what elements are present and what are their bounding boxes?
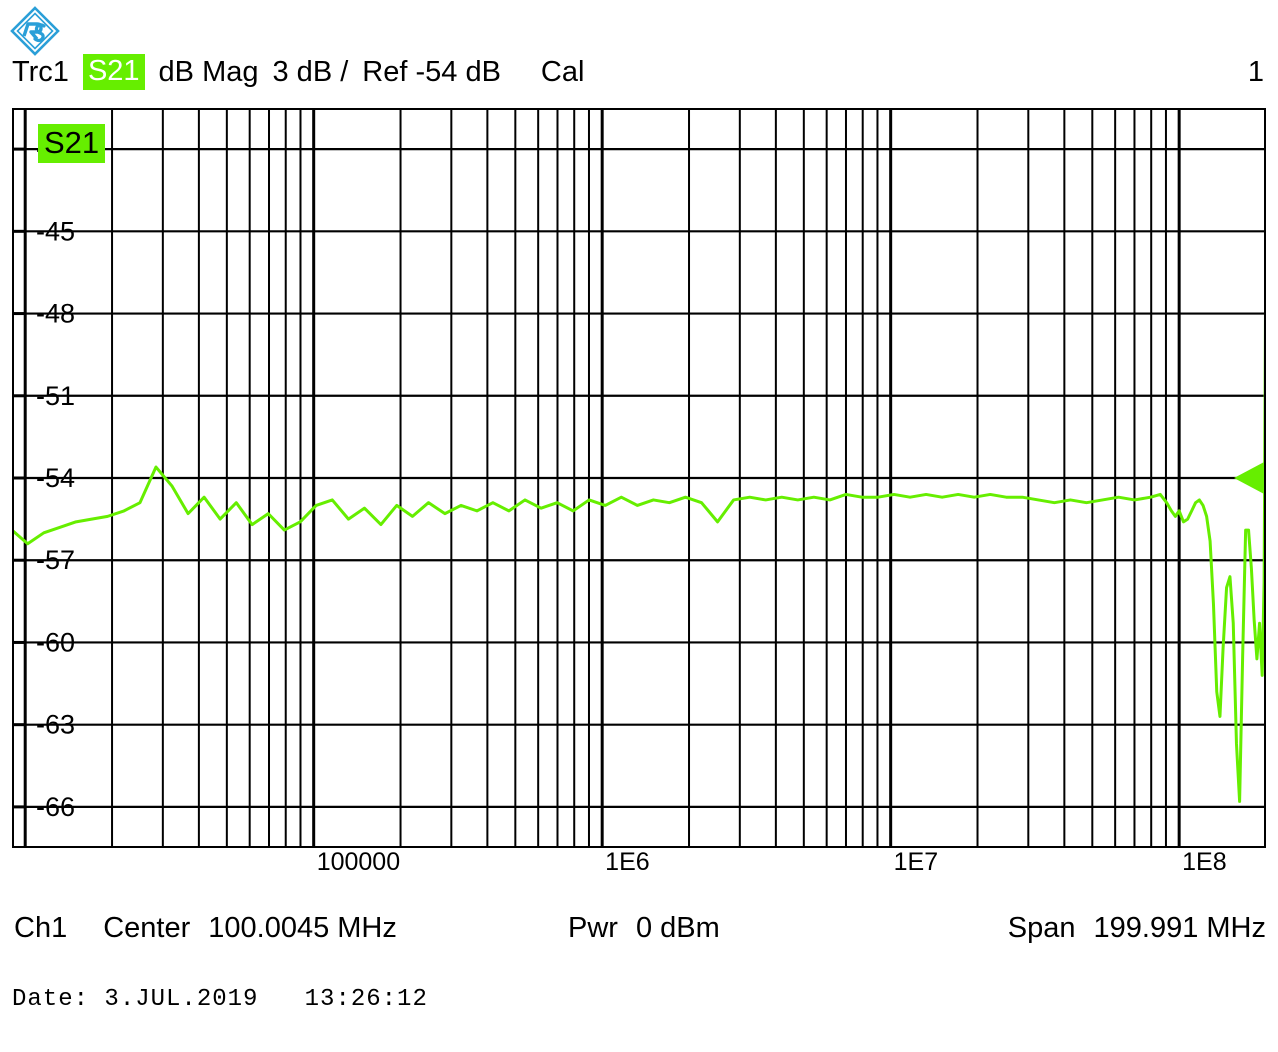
logo-diamond-inner xyxy=(16,12,54,50)
cal-status-label[interactable]: Cal xyxy=(540,55,585,88)
x-axis-tick-labels: 100000 1E6 1E7 1E8 xyxy=(0,848,1278,882)
center-label: Center xyxy=(103,912,191,944)
trace-reference-label[interactable]: Ref -54 dB xyxy=(362,55,501,88)
power-value: 0 dBm xyxy=(635,912,720,944)
channel-label: Ch1 xyxy=(14,912,68,944)
span-value: 199.991 MHz xyxy=(1093,912,1267,944)
x-tick-label: 1E8 xyxy=(1182,848,1227,876)
power-label: Pwr xyxy=(568,912,618,944)
status-power-group[interactable]: Pwr 0 dBm xyxy=(568,912,720,945)
x-tick-label: 1E7 xyxy=(893,848,939,876)
span-label: Span xyxy=(1007,912,1076,944)
y-tick-label: -66 xyxy=(36,792,75,822)
channel-number-label: 1 xyxy=(1247,55,1264,88)
trace-settings-header: Trc1 S21 dB Mag 3 dB / Ref -54 dB Cal xyxy=(12,54,598,90)
trace-label-badge[interactable]: S21 xyxy=(38,124,106,163)
channel-status-bar: Ch1 Center 100.0045 MHz Pwr 0 dBm Span 199.9… xyxy=(0,912,1278,954)
logo-svg xyxy=(10,6,60,56)
trace-diagram[interactable]: -42-45-48-51-54-57-60-63-66 S21 xyxy=(12,108,1266,848)
x-tick-label: 100000 xyxy=(316,848,401,876)
center-value: 100.0045 MHz xyxy=(208,912,397,944)
status-center-group[interactable]: Ch1 Center 100.0045 MHz xyxy=(14,912,397,945)
trace-name-label[interactable]: Trc1 xyxy=(12,55,69,88)
status-span-group[interactable]: Span 199.991 MHz xyxy=(1008,912,1266,945)
x-tick-label: 1E6 xyxy=(605,848,650,876)
trace-parameter-badge[interactable]: S21 xyxy=(82,54,145,90)
date-timestamp: Date: 3.JUL.2019 13:26:12 xyxy=(12,986,428,1013)
y-tick-label: -63 xyxy=(36,710,75,740)
y-tick-label: -51 xyxy=(36,381,75,411)
y-tick-label: -54 xyxy=(36,463,75,493)
trace-plot-svg[interactable]: -42-45-48-51-54-57-60-63-66 xyxy=(12,108,1266,848)
logo-s-glyph xyxy=(33,23,46,43)
y-tick-label: -60 xyxy=(36,627,75,657)
y-tick-label: -45 xyxy=(36,216,75,246)
reference-level-marker-icon[interactable] xyxy=(1234,461,1266,495)
rohde-schwarz-logo xyxy=(10,6,60,56)
grid-horizontal-lines xyxy=(12,147,1266,809)
plot-frame xyxy=(12,108,1266,848)
trace-format-label[interactable]: dB Mag xyxy=(158,55,259,88)
trace-scale-label[interactable]: 3 dB / xyxy=(272,55,349,88)
y-tick-label: -57 xyxy=(36,545,75,575)
logo-diamond-outline xyxy=(10,6,60,56)
y-tick-label: -48 xyxy=(36,299,75,329)
y-axis-tick-labels: -42-45-48-51-54-57-60-63-66 xyxy=(36,134,75,822)
s21-trace-line xyxy=(12,185,1266,803)
